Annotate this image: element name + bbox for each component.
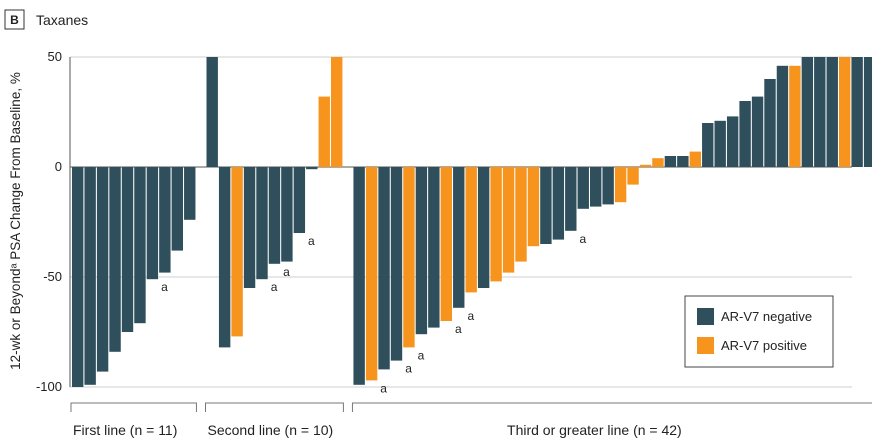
bar: [365, 167, 378, 381]
bar: [134, 167, 146, 324]
bar-annotation: a: [418, 348, 425, 362]
bar: [627, 167, 639, 185]
panel-letter-box: [4, 9, 25, 30]
bar-annotation: a: [380, 381, 387, 395]
bar: [293, 167, 306, 233]
group-bracket: [351, 402, 872, 412]
bar: [590, 167, 602, 207]
y-tick-labels: 50 0 -50 -100: [36, 49, 62, 394]
bar: [851, 57, 863, 167]
bar: [540, 167, 552, 244]
bar: [218, 167, 231, 348]
legend-box: [684, 295, 834, 368]
bar-annotation: a: [580, 232, 587, 246]
bar: [256, 167, 268, 280]
bar: [789, 65, 801, 167]
bar-annotation: a: [283, 265, 290, 279]
bar: [664, 156, 677, 167]
y-tick-label: -50: [43, 269, 62, 284]
bar: [764, 79, 776, 167]
bar-annotation: a: [467, 309, 474, 323]
panel-letter: B: [10, 13, 19, 27]
bar-annotation: a: [405, 362, 412, 376]
bar: [839, 57, 851, 167]
bar: [109, 167, 121, 352]
bar: [268, 167, 281, 264]
bar: [565, 167, 577, 231]
panel-header: B Taxanes: [4, 9, 88, 30]
legend-label: AR-V7 negative: [721, 309, 812, 324]
group-brackets: First line (n = 11) Second line (n = 10) T…: [70, 402, 872, 438]
bar: [527, 167, 540, 247]
bar: [602, 167, 614, 205]
group-bracket: [70, 402, 197, 412]
legend-swatch: [697, 337, 714, 354]
bar: [84, 167, 96, 385]
bar: [159, 167, 171, 273]
bar: [72, 167, 84, 387]
bar-annotation: a: [161, 280, 168, 294]
bar: [477, 167, 490, 288]
bar: [751, 96, 764, 167]
bar: [801, 57, 814, 167]
bar: [403, 167, 415, 348]
bar: [689, 151, 701, 167]
bar: [206, 57, 218, 167]
bar: [814, 57, 826, 167]
bar: [739, 101, 751, 167]
bar: [428, 167, 440, 328]
bar: [96, 167, 109, 372]
bar: [306, 167, 318, 170]
y-axis-label: 12-wk or Beyondᵃ PSA Change From Baselin…: [8, 72, 23, 370]
bar: [331, 57, 343, 167]
bar: [146, 167, 159, 280]
bar: [440, 167, 452, 321]
bar: [465, 167, 477, 293]
legend: AR-V7 negative AR-V7 positive: [684, 295, 834, 368]
bar: [390, 167, 403, 361]
bar: [378, 167, 390, 370]
y-tick-label: 50: [48, 49, 62, 64]
bar: [677, 156, 689, 167]
bar-annotation: a: [308, 234, 315, 248]
bar: [453, 167, 465, 308]
legend-swatch: [697, 308, 714, 325]
bar: [184, 167, 196, 220]
y-tick-label: 0: [55, 159, 62, 174]
bar: [726, 116, 739, 167]
bar: [826, 57, 838, 167]
group-label: Second line (n = 10): [208, 422, 334, 438]
bar: [121, 167, 134, 332]
group-label: First line (n = 11): [73, 422, 177, 438]
bar: [502, 167, 515, 273]
bar: [863, 57, 872, 167]
bar: [776, 65, 789, 167]
group-label: Third or greater line (n = 42): [507, 422, 682, 438]
legend-label: AR-V7 positive: [721, 338, 807, 353]
bar: [231, 167, 243, 337]
bar: [515, 167, 527, 262]
bar: [243, 167, 256, 288]
bar: [353, 167, 365, 385]
bar: [552, 167, 565, 240]
bar: [577, 167, 589, 209]
bar: [714, 120, 726, 167]
bar: [702, 123, 714, 167]
bar: [281, 167, 293, 262]
bars: [72, 57, 872, 387]
bar: [415, 167, 428, 335]
bar: [652, 158, 664, 167]
y-tick-label: -100: [36, 379, 62, 394]
bar: [614, 167, 627, 203]
bar: [171, 167, 183, 251]
group-bracket: [205, 402, 344, 412]
bar: [639, 164, 652, 167]
chart-title: Taxanes: [36, 12, 88, 28]
bar: [490, 167, 502, 282]
bar: [318, 96, 330, 167]
bar-annotation: a: [455, 322, 462, 336]
bar-annotation: a: [271, 280, 278, 294]
